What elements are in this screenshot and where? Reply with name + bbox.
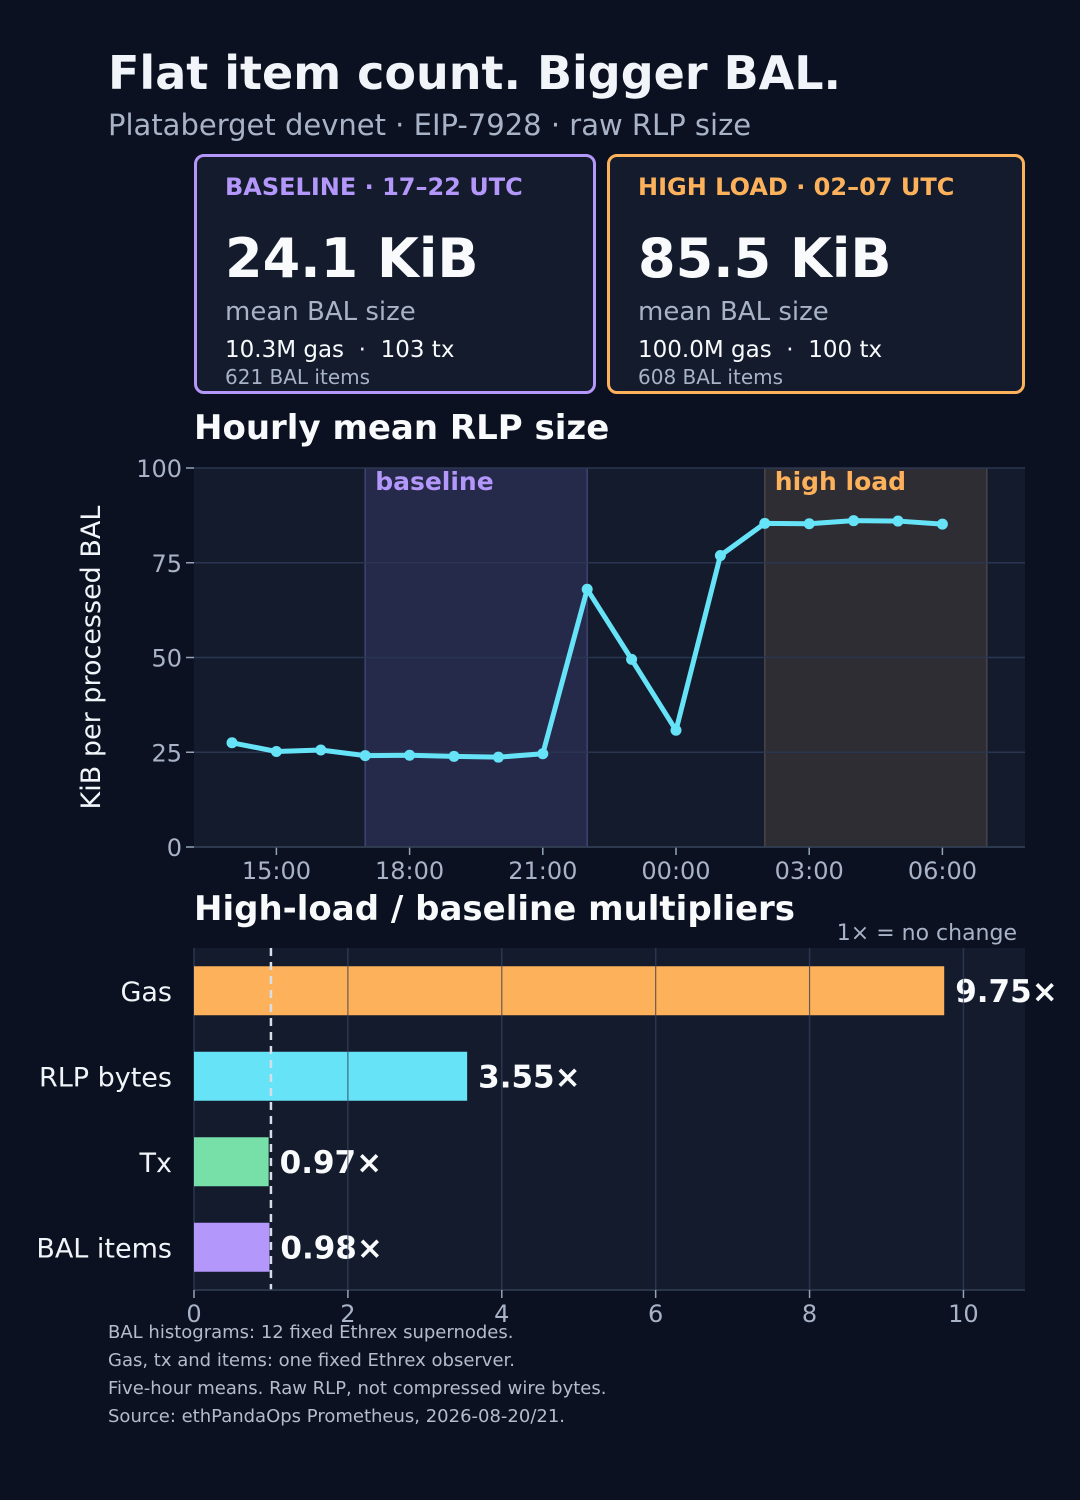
y-axis-label: KiB per processed BAL [76,506,107,810]
bar-tx [194,1137,269,1187]
category-label: Tx [139,1148,172,1179]
high-load-card-label: HIGH LOAD · 02–07 UTC [638,173,955,201]
value-label: 0.98× [280,1230,382,1266]
data-point [270,745,282,757]
footnote-2: Gas, tx and items: one fixed Ethrex obse… [108,1350,515,1371]
page-title: Flat item count. Bigger BAL. [108,46,842,100]
baseline-card-items: 621 BAL items [225,365,371,389]
line-chart-title: Hourly mean RLP size [194,408,610,448]
data-point [936,518,948,530]
high-load-card-desc: mean BAL size [638,297,829,327]
x-tick-label: 15:00 [242,857,311,885]
footnote-3: Five-hour means. Raw RLP, not compressed… [108,1378,607,1399]
data-point [537,748,549,760]
category-label: RLP bytes [39,1062,172,1093]
x-tick-label: 18:00 [375,857,444,885]
x-tick-label: 6 [648,1300,663,1328]
x-tick-label: 2 [340,1300,355,1328]
x-tick-label: 03:00 [775,857,844,885]
data-point [581,583,593,595]
x-tick-label: 00:00 [641,857,710,885]
data-point [848,515,860,527]
reference-annotation: 1× = no change [837,921,1017,946]
value-label: 0.97× [280,1145,382,1181]
value-label: 3.55× [478,1059,580,1095]
data-point [759,517,771,529]
baseline-card-stats: 10.3M gas · 103 tx [225,337,455,363]
footnote-4: Source: ethPandaOps Prometheus, 2026-08-… [108,1406,566,1427]
data-point [892,515,904,527]
baseline-card-desc: mean BAL size [225,297,416,327]
data-point [226,737,238,749]
baseline-card-label: BASELINE · 17–22 UTC [225,173,523,201]
band-label: high load [775,467,906,496]
high-load-card: HIGH LOAD · 02–07 UTC 85.5 KiB mean BAL … [607,154,1025,394]
y-tick-label: 75 [151,550,182,578]
high-load-card-items: 608 BAL items [638,365,784,389]
y-tick-label: 25 [151,739,182,767]
bar-bal-items [194,1222,270,1272]
bar-chart: 1× = no change Gas 9.75× RLP bytes 3.55× Tx 0.… [36,921,1057,1328]
y-tick-label: 50 [151,645,182,673]
footnote-1: BAL histograms: 12 fixed Ethrex supernod… [108,1322,514,1343]
category-label: Gas [120,977,172,1008]
y-tick-label: 100 [136,455,182,483]
data-point [670,724,682,736]
data-point [404,749,416,761]
bar-rlp-bytes [194,1051,468,1101]
x-tick-label: 06:00 [908,857,977,885]
x-tick-label: 21:00 [508,857,577,885]
bar-gas [194,966,945,1016]
baseline-card-value: 24.1 KiB [225,227,479,290]
high-load-card-stats: 100.0M gas · 100 tx [638,337,883,363]
x-tick-label: 8 [802,1300,817,1328]
data-point [359,750,371,762]
x-tick-label: 10 [948,1300,979,1328]
value-label: 9.75× [955,974,1057,1010]
line-chart: baseline high load 0 25 50 75 100 15:00 18:00 21:… [76,455,1025,885]
data-point [448,750,460,762]
band-label: baseline [375,467,494,496]
data-point [315,744,327,756]
baseline-card: BASELINE · 17–22 UTC 24.1 KiB mean BAL s… [194,154,596,394]
page-subtitle: Plataberget devnet · EIP-7928 · raw RLP … [108,108,752,142]
x-tick-label: 0 [186,1300,201,1328]
data-point [803,518,815,530]
data-point [492,751,504,763]
data-point [626,653,638,665]
data-point [714,550,726,562]
high-load-card-value: 85.5 KiB [638,227,892,290]
category-label: BAL items [36,1233,172,1264]
y-tick-label: 0 [167,834,182,862]
x-tick-label: 4 [494,1300,509,1328]
bar-chart-title: High-load / baseline multipliers [194,889,796,929]
